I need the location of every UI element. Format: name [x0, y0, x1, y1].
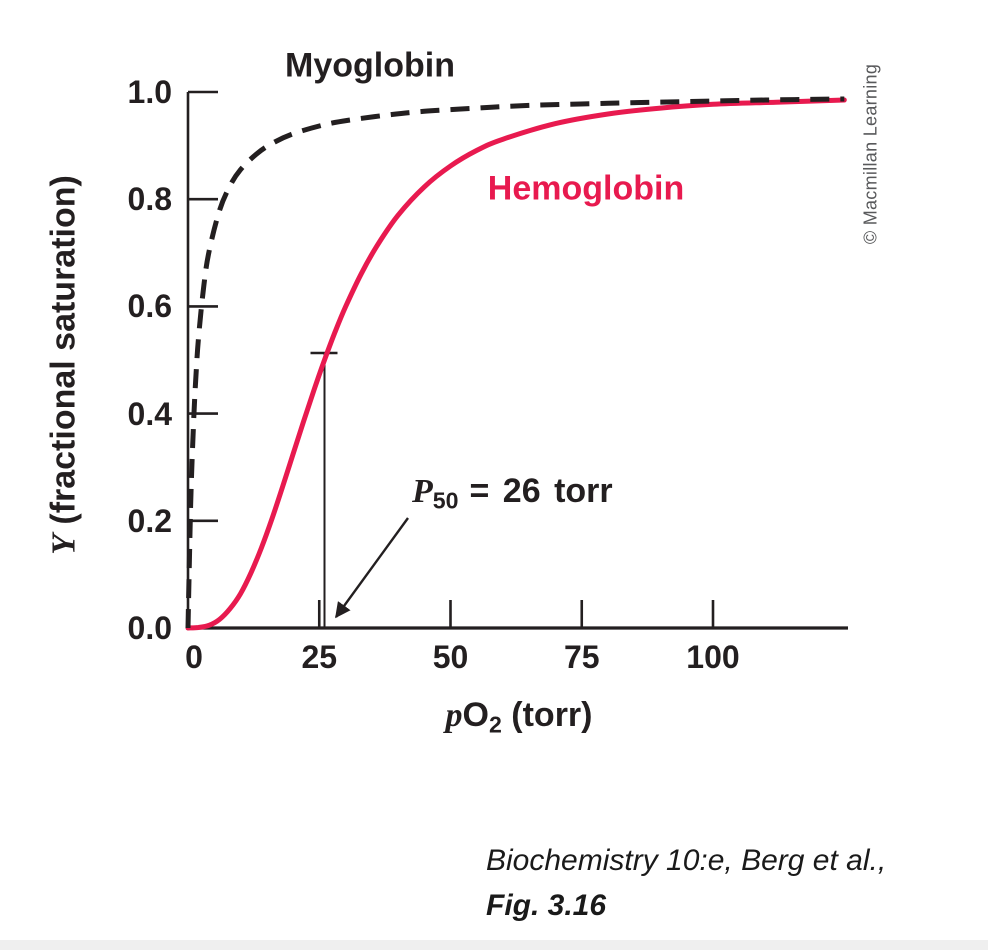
p50-subscript: 50 — [432, 487, 459, 514]
p50-arrow-group — [335, 517, 409, 619]
y-tick-label: 0.8 — [127, 181, 172, 218]
x-tick-label: 50 — [432, 639, 469, 675]
citation-line-2: Fig. 3.16 — [486, 889, 607, 922]
bottom-strip — [0, 940, 988, 950]
x-axis-title-subscript: 2 — [488, 711, 502, 738]
hemoglobin-curve-label: Hemoglobin — [487, 169, 685, 208]
x-axis-title-suffix: (torr) — [501, 696, 593, 734]
y-axis-title: Y (fractional saturation) — [45, 175, 84, 555]
x-tick-label: 0 — [185, 639, 203, 675]
x-tick-label: 25 — [301, 639, 338, 675]
publisher-credit: © Macmillan Learning — [860, 63, 881, 245]
x-axis-title: pO2 (torr) — [446, 696, 593, 738]
p50-value: = 26 torr — [469, 472, 613, 510]
citation: Biochemistry 10:e, Berg et al., Fig. 3.1… — [486, 838, 886, 928]
x-tick-label: 100 — [686, 639, 740, 675]
p50-drop-line-group — [310, 351, 338, 627]
citation-line-1: Biochemistry 10:e, Berg et al., — [486, 844, 887, 877]
y-axis-title-text: (fractional saturation) — [44, 175, 83, 535]
y-tick-label: 1.0 — [127, 74, 172, 110]
y-axis-title-symbol: Y — [45, 534, 83, 555]
x-tick-label: 75 — [563, 639, 600, 675]
x-axis-title-symbol: p — [445, 697, 463, 734]
y-tick-label: 0.4 — [127, 395, 172, 432]
y-tick-label: 0.2 — [127, 502, 172, 539]
hemoglobin-curve — [185, 97, 847, 631]
p50-symbol: P — [412, 473, 433, 510]
x-axis-title-element: O — [462, 696, 489, 734]
myoglobin-curve-label: Myoglobin — [285, 46, 455, 85]
y-tick-label: 0.6 — [127, 288, 172, 325]
p50-annotation: P50 = 26 torr — [412, 472, 613, 514]
y-tick-label: 0.0 — [127, 610, 172, 646]
